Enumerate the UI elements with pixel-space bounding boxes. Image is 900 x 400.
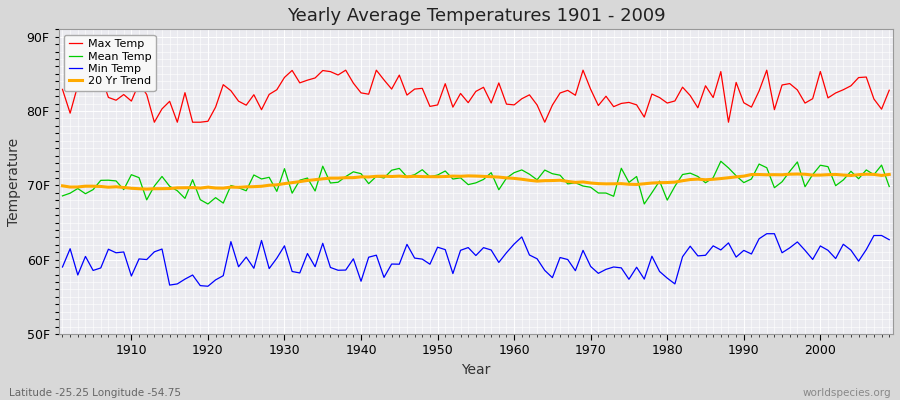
Max Temp — [524, 92, 535, 97]
Mean Temp — [508, 170, 519, 175]
Y-axis label: Temperature: Temperature — [7, 138, 21, 226]
20 Yr Trend — [508, 176, 519, 181]
Line: Min Temp: Min Temp — [62, 234, 889, 286]
20 Yr Trend — [340, 175, 351, 180]
Mean Temp — [716, 159, 726, 164]
Line: Max Temp: Max Temp — [62, 70, 889, 122]
Min Temp — [884, 237, 895, 242]
Mean Temp — [294, 178, 305, 183]
Max Temp — [616, 101, 626, 106]
Max Temp — [348, 81, 359, 86]
Line: Mean Temp: Mean Temp — [62, 161, 889, 204]
Max Temp — [517, 96, 527, 101]
Legend: Max Temp, Mean Temp, Min Temp, 20 Yr Trend: Max Temp, Mean Temp, Min Temp, 20 Yr Tre… — [64, 35, 156, 91]
20 Yr Trend — [57, 184, 68, 188]
Mean Temp — [340, 174, 351, 179]
Max Temp — [340, 68, 351, 72]
20 Yr Trend — [118, 185, 129, 190]
Max Temp — [148, 120, 159, 125]
Mean Temp — [57, 194, 68, 198]
Min Temp — [294, 270, 305, 275]
Mean Temp — [517, 168, 527, 172]
Max Temp — [884, 88, 895, 93]
Max Temp — [294, 80, 305, 85]
Max Temp — [57, 87, 68, 92]
Min Temp — [340, 268, 351, 272]
Text: worldspecies.org: worldspecies.org — [803, 388, 891, 398]
Min Temp — [57, 264, 68, 269]
Min Temp — [608, 264, 619, 269]
Min Temp — [508, 242, 519, 246]
Mean Temp — [608, 194, 619, 199]
Min Temp — [118, 250, 129, 254]
Mean Temp — [202, 202, 213, 206]
Line: 20 Yr Trend: 20 Yr Trend — [62, 174, 889, 189]
Min Temp — [202, 284, 213, 289]
Title: Yearly Average Temperatures 1901 - 2009: Yearly Average Temperatures 1901 - 2009 — [286, 7, 665, 25]
20 Yr Trend — [884, 172, 895, 177]
Text: Latitude -25.25 Longitude -54.75: Latitude -25.25 Longitude -54.75 — [9, 388, 181, 398]
Mean Temp — [118, 187, 129, 192]
Min Temp — [517, 234, 527, 239]
20 Yr Trend — [294, 179, 305, 184]
Min Temp — [761, 231, 772, 236]
20 Yr Trend — [517, 177, 527, 182]
Mean Temp — [884, 184, 895, 189]
20 Yr Trend — [608, 182, 619, 186]
Max Temp — [118, 92, 129, 97]
X-axis label: Year: Year — [461, 363, 491, 377]
20 Yr Trend — [141, 187, 152, 192]
20 Yr Trend — [792, 172, 803, 176]
